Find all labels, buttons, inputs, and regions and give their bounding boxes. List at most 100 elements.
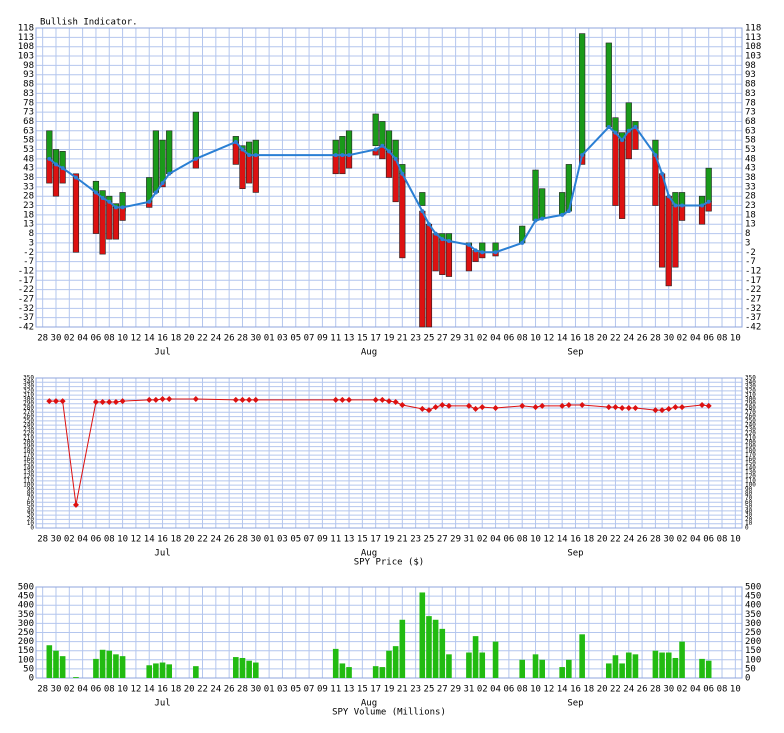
y-tick-label: 73 (23, 108, 34, 118)
y-tick-label: 340 (23, 379, 34, 386)
volume-bar (705, 660, 712, 678)
y-tick-label: 310 (23, 392, 34, 399)
x-tick-label: 31 (464, 535, 475, 545)
y-tick-label: 0 (30, 525, 34, 532)
range-bar (92, 192, 100, 234)
volume-bar (625, 652, 632, 678)
month-label: Aug (361, 549, 377, 559)
x-tick-label: 10 (117, 334, 128, 344)
indicator-point (420, 209, 425, 214)
x-tick-label: 29 (450, 685, 461, 695)
y-tick-label: 350 (745, 375, 756, 382)
x-tick-label: 17 (370, 685, 381, 695)
price-point (445, 402, 452, 409)
x-tick-label: 24 (210, 535, 221, 545)
x-tick-label: 06 (503, 685, 514, 695)
range-bar (432, 233, 439, 272)
price-point (659, 407, 666, 414)
indicator-point (233, 139, 238, 144)
indicator-point (120, 205, 125, 210)
y-tick-label: 300 (18, 619, 34, 629)
price-point (439, 402, 446, 408)
y-tick-label: 70 (27, 495, 35, 502)
price-point (146, 396, 153, 403)
price-point (386, 398, 392, 405)
price-point (159, 396, 166, 402)
y-tick-label: 108 (18, 42, 34, 52)
x-tick-label: 24 (623, 535, 634, 545)
y-tick-label: 160 (23, 456, 34, 463)
x-tick-label: 25 (424, 685, 435, 695)
y-tick-label: 160 (745, 456, 756, 463)
y-tick-label: 280 (23, 405, 34, 412)
y-tick-label: 18 (23, 210, 34, 220)
price-point (699, 402, 706, 408)
price-point (72, 501, 79, 508)
x-tick-label: 11 (330, 334, 341, 344)
y-tick-label: 8 (745, 229, 750, 239)
x-tick-label: 08 (717, 535, 728, 545)
range-bar (106, 201, 113, 240)
plot-frame (35, 377, 743, 529)
x-tick-label: 04 (490, 334, 501, 344)
x-tick-label: 08 (104, 685, 115, 695)
price-point (46, 398, 53, 405)
x-tick-label: 21 (397, 334, 408, 344)
range-bar (698, 205, 706, 225)
price-point (392, 399, 399, 405)
x-tick-label: 23 (410, 685, 421, 695)
x-tick-label: 14 (557, 685, 568, 695)
x-tick-label: 12 (130, 535, 141, 545)
x-tick-label: 17 (370, 334, 381, 344)
indicator-point (53, 162, 58, 167)
x-tick-label: 02 (64, 334, 75, 344)
range-bar (46, 158, 53, 184)
y-tick-label: 130 (745, 469, 756, 476)
month-label: Sep (567, 549, 583, 559)
range-bar (159, 139, 166, 184)
x-tick-label: 27 (437, 334, 448, 344)
range-bar (532, 169, 539, 221)
volume-bar (605, 663, 612, 678)
x-tick-label: 04 (490, 685, 501, 695)
x-tick-label: 12 (543, 685, 554, 695)
volume-bar (392, 646, 399, 678)
x-tick-label: 30 (663, 685, 674, 695)
x-tick-label: 02 (677, 334, 688, 344)
y-tick-label: 118 (18, 24, 34, 34)
y-tick-label: 98 (745, 61, 756, 71)
indicator-point (160, 181, 165, 186)
volume-bar (532, 654, 539, 678)
price-point (472, 405, 479, 412)
volume-bar (612, 655, 619, 678)
y-tick-label: 300 (745, 619, 761, 629)
price-point (399, 402, 406, 408)
y-tick-label: 13 (23, 220, 34, 230)
indicator-point (113, 205, 118, 210)
x-tick-label: 10 (530, 334, 541, 344)
y-tick-label: 450 (745, 592, 761, 602)
price-point (59, 398, 66, 405)
indicator-point (680, 203, 685, 208)
x-tick-label: 18 (170, 685, 181, 695)
y-tick-label: 120 (745, 473, 756, 480)
y-tick-label: -42 (745, 323, 761, 333)
y-tick-label: -37 (18, 313, 34, 323)
x-tick-label: 29 (450, 334, 461, 344)
y-tick-label: 108 (745, 42, 761, 52)
x-tick-label: 08 (104, 334, 115, 344)
x-tick-label: 26 (637, 334, 648, 344)
y-tick-label: 28 (23, 192, 34, 202)
y-tick-label: 500 (745, 583, 761, 593)
price-point (92, 399, 99, 405)
volume-bar (466, 652, 472, 678)
x-tick-label: 06 (91, 334, 102, 344)
indicator-point (167, 171, 172, 176)
x-tick-label: 16 (157, 334, 168, 344)
y-tick-label: 150 (745, 460, 756, 467)
y-tick-label: 90 (27, 486, 35, 493)
y-tick-label: 300 (23, 396, 34, 403)
x-tick-label: 13 (344, 535, 355, 545)
x-tick-label: 04 (690, 334, 701, 344)
y-tick-label: 250 (745, 417, 756, 424)
